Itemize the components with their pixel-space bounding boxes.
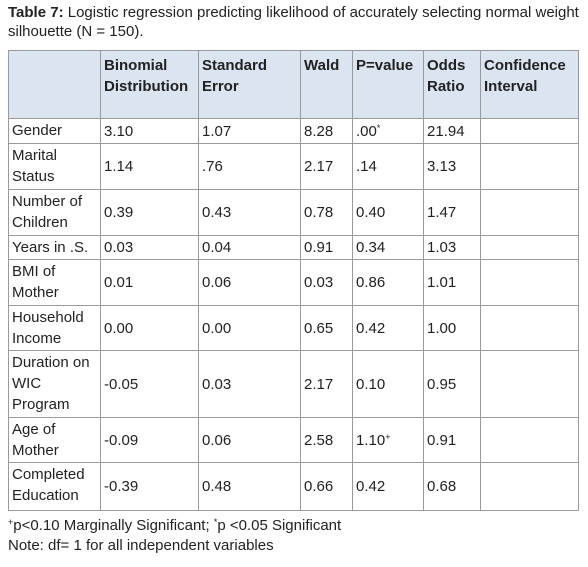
data-cell: 0.04 bbox=[198, 235, 301, 260]
footnote: +p<0.10 Marginally Significant; *p <0.05… bbox=[8, 516, 341, 536]
data-cell: 0.00 bbox=[100, 305, 199, 351]
header-cell bbox=[8, 50, 101, 119]
row-label: Completed Education bbox=[8, 462, 101, 511]
data-cell bbox=[480, 118, 579, 144]
data-cell: 0.06 bbox=[198, 259, 301, 306]
footnote-marker: * bbox=[213, 517, 218, 527]
data-cell: 0.43 bbox=[198, 189, 301, 236]
header-cell: Odds Ratio bbox=[423, 50, 481, 119]
data-cell: 2.17 bbox=[300, 350, 353, 418]
row-label: BMI of Mother bbox=[8, 259, 101, 306]
row-label: Number of Children bbox=[8, 189, 101, 236]
data-cell bbox=[480, 305, 579, 351]
header-cell: P=value bbox=[352, 50, 424, 119]
header-cell: Confidence Interval bbox=[480, 50, 579, 119]
data-cell: 0.03 bbox=[300, 259, 353, 306]
data-cell: 1.00 bbox=[423, 305, 481, 351]
header-cell: Wald bbox=[300, 50, 353, 119]
data-cell: 0.91 bbox=[423, 417, 481, 463]
row-label: Years in .S. bbox=[8, 235, 101, 260]
row-label: Household Income bbox=[8, 305, 101, 351]
data-cell: 1.03 bbox=[423, 235, 481, 260]
data-cell: 0.65 bbox=[300, 305, 353, 351]
table-row: Duration on WIC Program -0.05 0.03 2.17 0.10… bbox=[8, 350, 579, 418]
table-row: Household Income 0.00 0.00 0.65 0.42 1.00 bbox=[8, 305, 579, 351]
data-cell: 1.14 bbox=[100, 143, 199, 190]
data-cell: 0.03 bbox=[100, 235, 199, 260]
data-cell bbox=[480, 235, 579, 260]
table-row: Number of Children 0.39 0.43 0.78 0.40 1.47 bbox=[8, 189, 579, 236]
data-cell: 0.42 bbox=[352, 305, 424, 351]
cell-value: 1.10 bbox=[356, 431, 386, 449]
data-cell: 0.91 bbox=[300, 235, 353, 260]
data-cell: 0.39 bbox=[100, 189, 199, 236]
title-text: Logistic regression predicting likelihoo… bbox=[8, 4, 579, 40]
table-row: BMI of Mother 0.01 0.06 0.03 0.86 1.01 bbox=[8, 259, 579, 306]
table-row: Years in .S. 0.03 0.04 0.91 0.34 1.03 bbox=[8, 235, 579, 260]
data-cell bbox=[480, 189, 579, 236]
data-cell: 2.17 bbox=[300, 143, 353, 190]
header-cell: Binomial Distribution bbox=[100, 50, 199, 119]
data-cell bbox=[480, 143, 579, 190]
data-cell: 0.06 bbox=[198, 417, 301, 463]
data-cell: 21.94 bbox=[423, 118, 481, 144]
data-cell: 0.10 bbox=[352, 350, 424, 418]
row-label: Duration on WIC Program bbox=[8, 350, 101, 418]
data-cell: 0.40 bbox=[352, 189, 424, 236]
data-cell bbox=[480, 350, 579, 418]
data-cell: .76 bbox=[198, 143, 301, 190]
table-title: Table 7: Logistic regression predicting … bbox=[8, 3, 583, 41]
table-label: Table 7: bbox=[8, 4, 64, 21]
data-cell: 2.58 bbox=[300, 417, 353, 463]
data-cell: 0.34 bbox=[352, 235, 424, 260]
data-cell: 0.00 bbox=[198, 305, 301, 351]
data-cell: 0.68 bbox=[423, 462, 481, 511]
note: Note: df= 1 for all independent variable… bbox=[8, 537, 274, 554]
data-cell: 0.86 bbox=[352, 259, 424, 306]
cell-marker: * bbox=[376, 122, 381, 133]
data-cell: 3.13 bbox=[423, 143, 481, 190]
data-cell: 1.01 bbox=[423, 259, 481, 306]
data-cell bbox=[480, 462, 579, 511]
data-cell: 0.03 bbox=[198, 350, 301, 418]
table-row: Completed Education -0.39 0.48 0.66 0.42 0.68 bbox=[8, 462, 579, 511]
header-cell: Standard Error bbox=[198, 50, 301, 119]
footnote-marker: + bbox=[8, 517, 14, 527]
data-cell: -0.05 bbox=[100, 350, 199, 418]
data-cell: 1.47 bbox=[423, 189, 481, 236]
data-cell: 0.78 bbox=[300, 189, 353, 236]
data-cell: -0.09 bbox=[100, 417, 199, 463]
table-row: Age of Mother -0.09 0.06 2.58 1.10+ 0.91 bbox=[8, 417, 579, 463]
data-cell: 0.66 bbox=[300, 462, 353, 511]
data-cell: .00* bbox=[352, 118, 424, 144]
cell-marker: + bbox=[385, 431, 391, 442]
data-cell: 1.10+ bbox=[352, 417, 424, 463]
row-label: Gender bbox=[8, 118, 101, 144]
data-cell bbox=[480, 417, 579, 463]
data-cell: 0.95 bbox=[423, 350, 481, 418]
table-row: Marital Status 1.14.76 2.17.14 3.13 bbox=[8, 143, 579, 190]
data-cell: 0.48 bbox=[198, 462, 301, 511]
data-cell: 0.01 bbox=[100, 259, 199, 306]
data-cell: -0.39 bbox=[100, 462, 199, 511]
data-cell: 3.10 bbox=[100, 118, 199, 144]
row-label: Marital Status bbox=[8, 143, 101, 190]
data-cell: 1.07 bbox=[198, 118, 301, 144]
data-cell: 0.42 bbox=[352, 462, 424, 511]
regression-table: Binomial Distribution Standard Error Wald P… bbox=[8, 50, 579, 511]
data-cell bbox=[480, 259, 579, 306]
notes: +p<0.10 Marginally Significant; *p <0.05… bbox=[8, 516, 341, 556]
data-cell: 8.28 bbox=[300, 118, 353, 144]
row-label: Age of Mother bbox=[8, 417, 101, 463]
data-cell: .14 bbox=[352, 143, 424, 190]
footnote-text: p<0.10 Marginally Significant; bbox=[13, 517, 210, 534]
table-row: Gender 3.10 1.07 8.28.00* 21.94 bbox=[8, 118, 579, 144]
header-row: Binomial Distribution Standard Error Wald P… bbox=[8, 50, 579, 119]
cell-value: .00 bbox=[356, 122, 377, 140]
footnote-text: p <0.05 Significant bbox=[217, 517, 342, 534]
